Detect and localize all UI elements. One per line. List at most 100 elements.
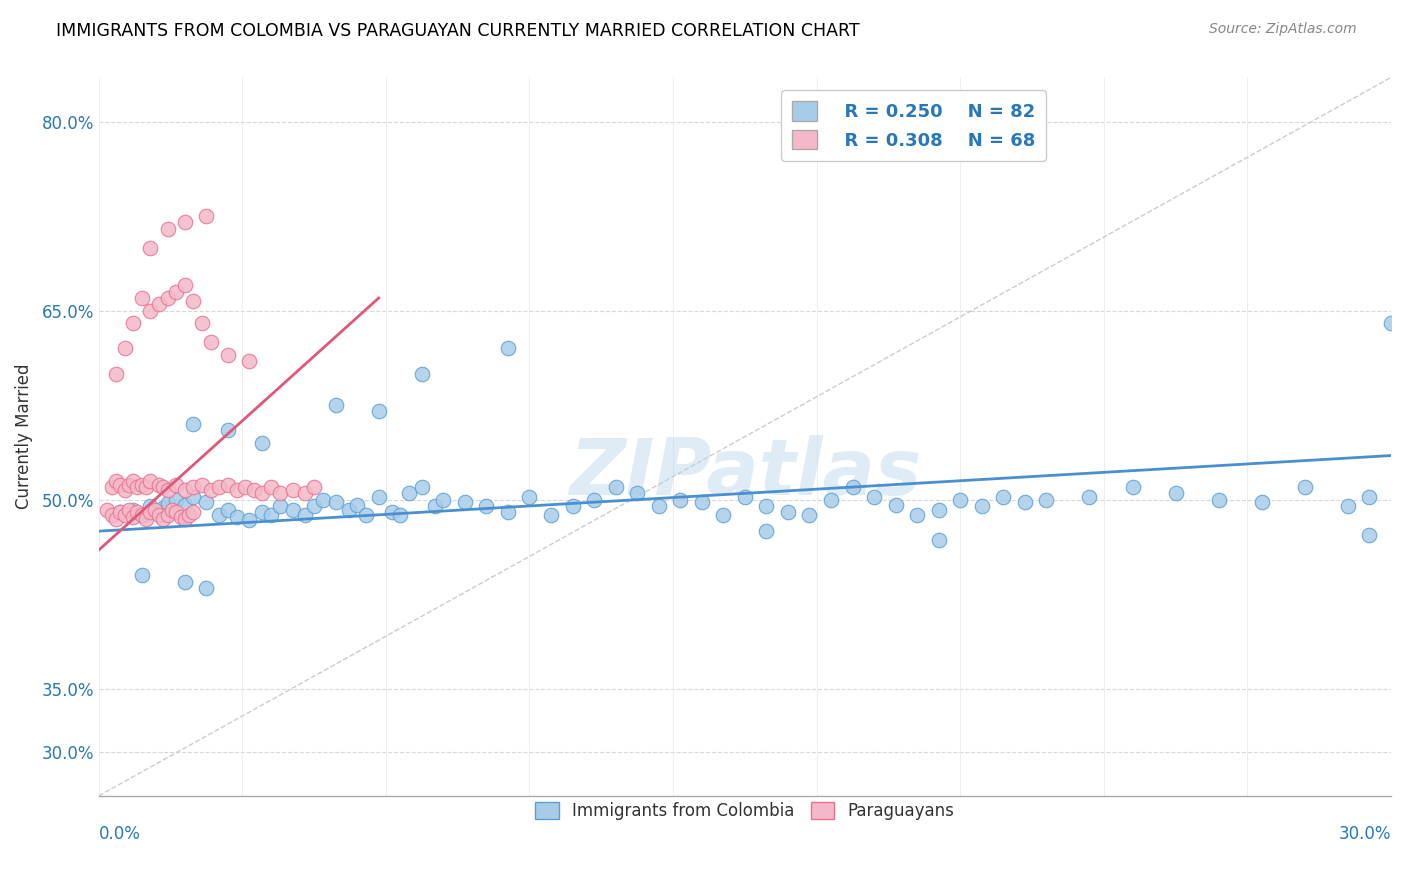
Point: [367, 404, 389, 418]
Point: [302, 480, 325, 494]
Point: [841, 480, 863, 494]
Point: [734, 490, 756, 504]
Point: [217, 348, 239, 362]
Point: [294, 486, 316, 500]
Point: [139, 241, 162, 255]
Point: [233, 480, 256, 494]
Point: [711, 508, 734, 522]
Point: [1337, 499, 1360, 513]
Point: [225, 510, 247, 524]
Point: [1250, 495, 1272, 509]
Point: [312, 492, 335, 507]
Point: [820, 492, 842, 507]
Point: [281, 483, 304, 497]
Point: [152, 501, 174, 516]
Point: [776, 505, 799, 519]
Point: [260, 480, 283, 494]
Point: [135, 511, 157, 525]
Point: [96, 502, 118, 516]
Legend:   R = 0.250    N = 82,   R = 0.308    N = 68: R = 0.250 N = 82, R = 0.308 N = 68: [782, 90, 1046, 161]
Point: [294, 508, 316, 522]
Point: [1035, 492, 1057, 507]
Point: [173, 278, 195, 293]
Point: [337, 502, 360, 516]
Point: [183, 490, 205, 504]
Point: [389, 508, 412, 522]
Point: [139, 474, 162, 488]
Point: [200, 483, 222, 497]
Point: [100, 480, 122, 494]
Point: [647, 499, 669, 513]
Text: IMMIGRANTS FROM COLOMBIA VS PARAGUAYAN CURRENTLY MARRIED CORRELATION CHART: IMMIGRANTS FROM COLOMBIA VS PARAGUAYAN C…: [56, 22, 860, 40]
Point: [169, 510, 191, 524]
Point: [411, 480, 433, 494]
Point: [302, 499, 325, 513]
Point: [325, 495, 347, 509]
Point: [152, 480, 174, 494]
Point: [346, 498, 368, 512]
Text: 0.0%: 0.0%: [98, 824, 141, 843]
Point: [755, 524, 778, 538]
Point: [156, 483, 179, 497]
Point: [583, 492, 606, 507]
Point: [156, 496, 179, 510]
Point: [195, 209, 218, 223]
Point: [423, 499, 446, 513]
Point: [217, 423, 239, 437]
Point: [139, 303, 162, 318]
Point: [238, 513, 260, 527]
Point: [122, 510, 145, 524]
Text: 30.0%: 30.0%: [1339, 824, 1391, 843]
Point: [519, 490, 541, 504]
Point: [690, 495, 713, 509]
Point: [496, 342, 519, 356]
Point: [160, 502, 183, 516]
Point: [605, 480, 627, 494]
Point: [928, 533, 950, 547]
Point: [281, 502, 304, 516]
Point: [131, 508, 153, 522]
Point: [1358, 490, 1381, 504]
Point: [152, 511, 174, 525]
Point: [165, 505, 187, 519]
Point: [1078, 490, 1101, 504]
Point: [208, 508, 231, 522]
Point: [411, 367, 433, 381]
Point: [928, 502, 950, 516]
Point: [200, 335, 222, 350]
Point: [354, 508, 377, 522]
Point: [626, 486, 648, 500]
Point: [195, 581, 218, 595]
Point: [118, 502, 141, 516]
Text: Source: ZipAtlas.com: Source: ZipAtlas.com: [1209, 22, 1357, 37]
Point: [110, 477, 132, 491]
Point: [432, 492, 454, 507]
Point: [114, 342, 136, 356]
Point: [1294, 480, 1316, 494]
Point: [110, 505, 132, 519]
Point: [104, 367, 127, 381]
Point: [949, 492, 972, 507]
Point: [156, 291, 179, 305]
Point: [139, 505, 162, 519]
Point: [135, 480, 157, 494]
Point: [191, 316, 214, 330]
Point: [970, 499, 993, 513]
Point: [165, 477, 187, 491]
Point: [122, 502, 145, 516]
Point: [217, 477, 239, 491]
Point: [269, 486, 291, 500]
Point: [799, 508, 821, 522]
Point: [156, 221, 179, 235]
Point: [1208, 492, 1230, 507]
Point: [183, 417, 205, 431]
Point: [131, 477, 153, 491]
Point: [367, 490, 389, 504]
Point: [269, 499, 291, 513]
Point: [148, 508, 170, 522]
Point: [183, 480, 205, 494]
Point: [1164, 486, 1187, 500]
Point: [1358, 528, 1381, 542]
Point: [110, 505, 132, 519]
Point: [173, 483, 195, 497]
